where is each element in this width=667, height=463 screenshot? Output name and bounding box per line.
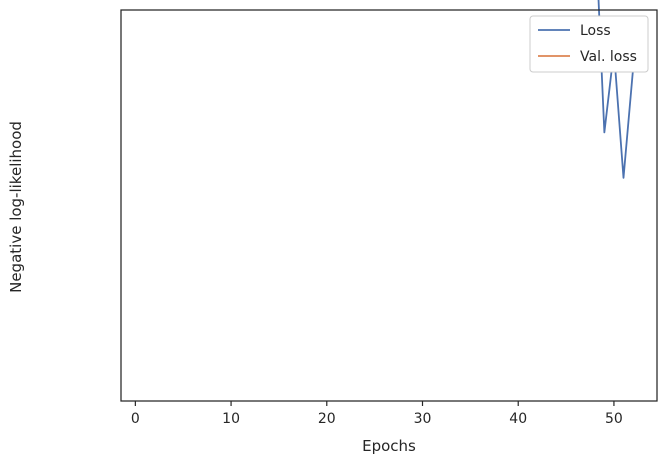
x-tick-label: 30 bbox=[414, 411, 432, 427]
legend-label-loss: Loss bbox=[580, 23, 611, 39]
plot-background bbox=[121, 10, 657, 401]
y-axis-label: Negative log-likelihood bbox=[7, 121, 25, 293]
x-tick-label: 0 bbox=[131, 411, 140, 427]
legend: Loss Val. loss bbox=[529, 15, 649, 73]
x-tick-label: 20 bbox=[318, 411, 336, 427]
x-ticks: 0 10 20 30 40 50 bbox=[131, 401, 623, 427]
x-axis-label: Epochs bbox=[362, 437, 416, 455]
x-tick-label: 10 bbox=[222, 411, 240, 427]
x-tick-label: 40 bbox=[509, 411, 527, 427]
plot-frame bbox=[120, 9, 658, 402]
x-tick-label: 50 bbox=[605, 411, 623, 427]
legend-label-val-loss: Val. loss bbox=[580, 49, 637, 65]
